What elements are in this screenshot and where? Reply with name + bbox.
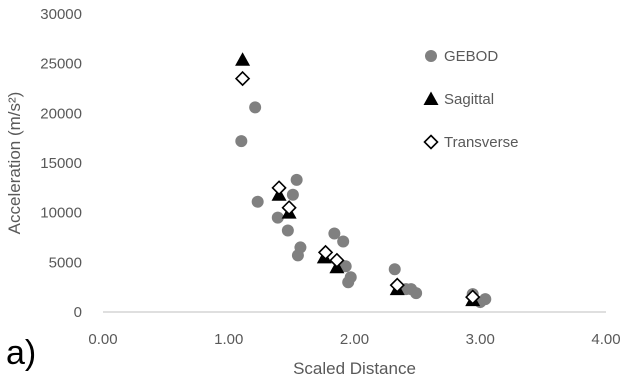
legend-circle-icon [425, 50, 437, 62]
legend-diamond-icon [423, 134, 439, 150]
diamond-point [234, 70, 251, 87]
y-tick-labels: 0 5000 10000 15000 20000 25000 30000 [40, 6, 82, 321]
circle-point [281, 224, 294, 237]
y-tick-label: 25000 [40, 56, 82, 73]
data-points [234, 52, 492, 309]
series-transverse [234, 70, 481, 305]
diamond-point [389, 277, 405, 293]
circle-point [328, 227, 341, 240]
y-tick-label: 30000 [40, 6, 82, 23]
circle-point [251, 195, 264, 208]
x-axis-title: Scaled Distance [293, 359, 416, 378]
diamond-point [329, 252, 345, 268]
legend-label: Transverse [444, 134, 518, 151]
circle-point [249, 101, 262, 114]
legend-triangle-icon [423, 91, 439, 105]
series-gebod [235, 101, 492, 309]
circle-point [337, 235, 350, 248]
y-tick-label: 5000 [49, 254, 82, 271]
circle-point [344, 271, 357, 284]
y-tick-label: 10000 [40, 205, 82, 222]
circle-point [479, 293, 492, 306]
circle-point [388, 263, 401, 276]
circle-point [339, 260, 352, 273]
x-tick-label: 0.00 [88, 331, 117, 348]
y-tick-label: 0 [74, 304, 82, 321]
x-tick-label: 3.00 [466, 331, 495, 348]
y-tick-label: 20000 [40, 105, 82, 122]
y-tick-label: 15000 [40, 155, 82, 172]
y-axis-title: Acceleration (m/s²) [5, 92, 24, 235]
circle-point [294, 241, 307, 254]
x-tick-label: 1.00 [214, 331, 243, 348]
legend-label: Sagittal [444, 91, 494, 108]
diamond-point [465, 289, 481, 305]
x-tick-label: 4.00 [591, 331, 620, 348]
panel-label: a) [6, 334, 36, 372]
circle-point [271, 211, 284, 224]
x-tick-label: 2.00 [340, 331, 369, 348]
x-tick-labels: 0.00 1.00 2.00 3.00 4.00 [88, 331, 620, 348]
diamond-point [271, 180, 287, 196]
circle-point [290, 173, 303, 186]
diamond-point [281, 200, 297, 216]
circle-point [410, 287, 423, 300]
triangle-point [235, 52, 251, 66]
circle-point [235, 135, 248, 148]
legend: GEBOD Sagittal Transverse [423, 48, 518, 151]
legend-label: GEBOD [444, 48, 498, 65]
circle-point [286, 188, 299, 201]
diamond-point [317, 244, 334, 261]
